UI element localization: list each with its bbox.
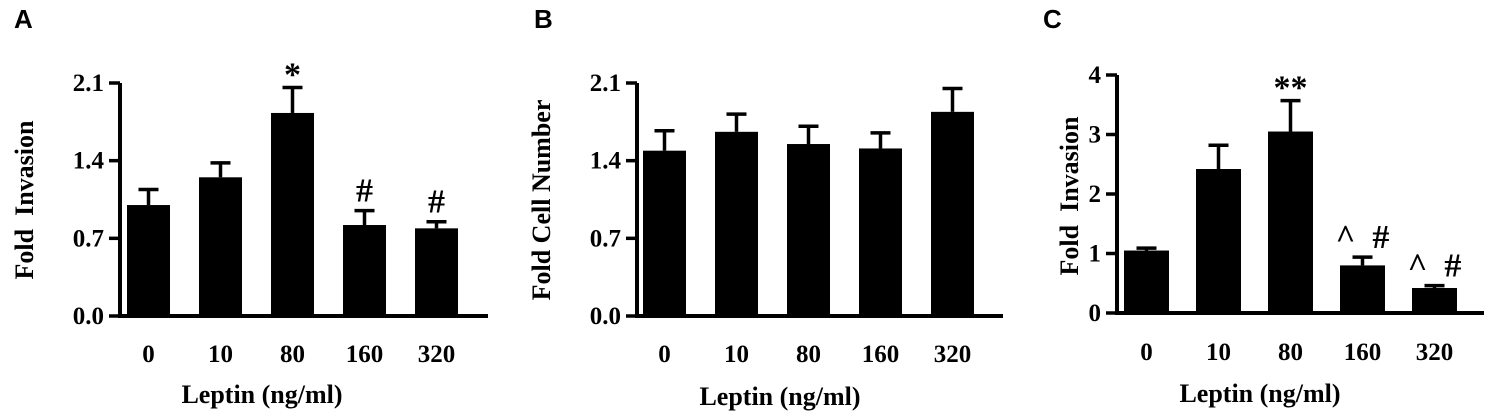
- panel-a-xtick-label: 0: [142, 341, 155, 368]
- panel-b-bar: [859, 148, 902, 316]
- panel-c-xtick-label: 10: [1206, 339, 1231, 366]
- panel-a-significance-marker: *: [284, 56, 301, 93]
- panel-a-significance-marker: #: [428, 184, 445, 221]
- panel-c-xtick-label: 160: [1344, 339, 1382, 366]
- panel-a-x-axis-title: Leptin (ng/ml): [181, 380, 342, 409]
- panel-a-bar: [199, 177, 242, 316]
- panel-b-xtick-label: 160: [862, 341, 900, 368]
- panel-c-label: C: [1043, 4, 1062, 34]
- panel-c-significance-marker: ^ #: [1408, 248, 1462, 285]
- panel-a-xtick-label: 80: [280, 341, 305, 368]
- panel-b-x-axis-title: Leptin (ng/ml): [699, 382, 860, 411]
- panel-b-xtick-label: 80: [796, 341, 821, 368]
- panel-a-bar: [343, 225, 386, 316]
- panel-b-bar: [931, 111, 974, 316]
- panel-b-xtick-label: 10: [724, 341, 749, 368]
- panel-c-ytick-label: 3: [1089, 122, 1102, 149]
- panel-b-xtick-label: 0: [658, 341, 671, 368]
- panel-a-xtick-label: 10: [208, 341, 233, 368]
- panel-b-xtick-label: 320: [934, 341, 972, 368]
- panel-c-xtick-label: 0: [1140, 339, 1153, 366]
- panel-b-ytick-label: 0.0: [590, 303, 621, 330]
- panel-c-x-axis-title: Leptin (ng/ml): [1179, 379, 1340, 408]
- panel-c-bar: [1124, 250, 1169, 313]
- panel-a-ytick-label: 2.1: [73, 70, 104, 97]
- panel-c-significance-marker: **: [1274, 70, 1308, 107]
- panel-a-ytick-label: 1.4: [73, 148, 105, 175]
- panel-c-bar: [1268, 131, 1313, 313]
- panel-b-ytick-label: 2.1: [590, 70, 621, 97]
- panel-c-ytick-label: 2: [1089, 181, 1102, 208]
- panel-c-ytick-label: 1: [1089, 241, 1102, 268]
- panel-b-label: B: [534, 4, 553, 34]
- panel-a-xtick-label: 320: [418, 341, 456, 368]
- panel-a-label: A: [14, 4, 33, 34]
- panel-a-bar: [415, 228, 458, 316]
- panel-a-y-axis-title: Fold Invasion: [10, 120, 39, 279]
- panel-a-ytick-label: 0.0: [73, 303, 104, 330]
- panel-b-ytick-label: 0.7: [590, 225, 621, 252]
- panel-c-bar: [1412, 288, 1457, 313]
- panel-a-xtick-label: 160: [346, 341, 384, 368]
- panel-a-significance-marker: #: [356, 173, 373, 210]
- panel-c-xtick-label: 320: [1416, 339, 1454, 366]
- panel-c-bar: [1196, 169, 1241, 313]
- panel-c-ytick-label: 0: [1089, 300, 1102, 327]
- panel-c-xtick-label: 80: [1278, 339, 1303, 366]
- panel-c-y-axis-title: Fold Invasion: [1055, 116, 1084, 275]
- panel-c-significance-marker: ^ #: [1336, 219, 1390, 256]
- panel-b-y-axis-title: Fold Cell Number: [527, 100, 556, 301]
- panel-a-bar: [127, 205, 170, 316]
- panel-a-bar: [271, 112, 314, 316]
- panel-b-bar: [787, 144, 830, 316]
- panel-b-bar: [643, 150, 686, 316]
- panel-b-bar: [715, 131, 758, 316]
- panel-b-ytick-label: 1.4: [590, 148, 622, 175]
- panel-c-bar: [1340, 265, 1385, 313]
- panel-a-ytick-label: 0.7: [73, 225, 104, 252]
- panel-c-ytick-label: 4: [1089, 62, 1102, 89]
